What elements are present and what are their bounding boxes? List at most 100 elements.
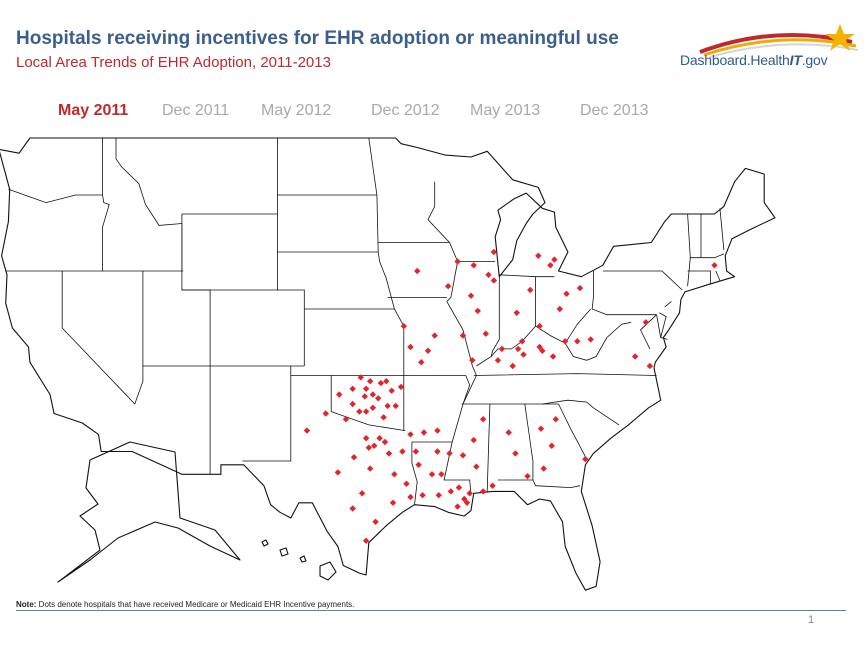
hospital-dot — [383, 378, 390, 385]
hospital-dot — [361, 393, 368, 400]
hospital-dot — [509, 362, 516, 370]
hospital-dot — [642, 319, 650, 326]
hospital-dot — [399, 448, 406, 455]
hawaii-island-2 — [279, 547, 289, 557]
hospital-dot — [552, 416, 559, 423]
hospital-dot — [388, 387, 395, 394]
hospital-dot — [505, 429, 512, 436]
hospital-dot — [540, 465, 547, 472]
hospital-dot — [474, 307, 481, 315]
tab-may-2012[interactable]: May 2012 — [261, 102, 332, 119]
hospital-dot — [362, 435, 370, 442]
hospital-dot — [349, 505, 356, 512]
state-border-line — [134, 271, 144, 405]
state-border-line — [8, 188, 103, 204]
hospital-dot — [470, 436, 477, 444]
state-border-line — [656, 314, 668, 340]
hospital-dot — [561, 338, 569, 345]
hospital-dot — [455, 484, 463, 491]
hospital-dot — [438, 471, 445, 478]
hospital-dot — [376, 435, 383, 442]
hospital-dot — [454, 258, 461, 265]
hospital-dot — [403, 480, 410, 487]
state-border-line — [277, 138, 305, 366]
hospital-dot — [431, 332, 438, 339]
hospital-dot — [369, 404, 377, 411]
state-border-line — [181, 214, 211, 475]
hospital-dot — [467, 292, 475, 299]
hospital-dot — [494, 357, 502, 364]
hospital-dot — [547, 262, 554, 269]
hospital-dot — [407, 343, 414, 351]
hospital-dot — [535, 252, 542, 259]
hospital-dot — [372, 518, 379, 525]
hospital-dot — [400, 322, 407, 330]
hospital-dot — [513, 309, 520, 316]
hospital-dot — [419, 492, 426, 499]
hospital-dot — [461, 495, 468, 503]
hawaii-island-1 — [261, 539, 269, 547]
hospital-dot — [349, 400, 356, 408]
alaska-outline — [57, 441, 241, 583]
page-number: 1 — [808, 614, 815, 626]
hospital-dot — [407, 493, 414, 501]
hospital-dots — [303, 248, 718, 544]
hospital-dot — [466, 490, 473, 497]
hospital-dot — [524, 473, 531, 480]
state-border-line — [602, 270, 683, 291]
hospital-dot — [418, 359, 425, 366]
state-borders — [5, 137, 725, 505]
hospital-dot — [336, 391, 343, 398]
state-border-line — [659, 312, 667, 338]
dashboard-healthit-logo[interactable]: Dashboard.HealthIT.gov — [680, 22, 860, 74]
logo-text: Dashboard.HealthIT.gov — [680, 52, 828, 68]
state-border-line — [499, 274, 555, 278]
state-border-line — [486, 403, 491, 492]
page-subtitle: Local Area Trends of EHR Adoption, 2011-… — [16, 54, 331, 71]
hospital-dot — [549, 353, 557, 360]
tab-dec-2013[interactable]: Dec 2013 — [580, 102, 649, 119]
hospital-dot — [518, 338, 526, 345]
tab-dec-2012[interactable]: Dec 2012 — [371, 102, 440, 119]
hospital-dot — [334, 469, 342, 476]
hospital-dot — [375, 395, 382, 402]
hospital-dot — [482, 330, 490, 337]
hospital-dot — [357, 374, 364, 381]
hospital-dot — [424, 347, 432, 354]
hospital-dot — [322, 410, 329, 417]
tab-may-2013[interactable]: May 2013 — [470, 102, 541, 119]
hospital-dot — [358, 490, 366, 497]
state-border-line — [242, 366, 292, 462]
logo-it: IT — [789, 52, 802, 68]
state-border-line — [403, 375, 471, 405]
hospital-dot — [385, 450, 393, 457]
hawaii-island-4 — [319, 561, 337, 581]
hospital-dot — [711, 262, 718, 269]
state-border-line — [719, 208, 725, 251]
state-border-line — [102, 138, 110, 271]
hospital-dot — [498, 345, 506, 353]
state-border-line — [473, 373, 657, 376]
hospital-dot — [536, 322, 543, 330]
hospital-dot — [479, 488, 487, 495]
hospital-dot — [377, 379, 385, 387]
state-border-line — [368, 137, 405, 431]
state-border-line — [715, 270, 721, 281]
tab-may-2011[interactable]: May 2011 — [58, 102, 129, 119]
hospital-dot — [459, 452, 467, 459]
page-title: Hospitals receiving incentives for EHR a… — [16, 28, 619, 49]
tab-dec-2011[interactable]: Dec 2011 — [162, 102, 230, 119]
hospital-dot — [362, 385, 370, 392]
hospital-dot — [512, 450, 519, 457]
hospital-dot — [463, 499, 471, 506]
us-outline — [0, 137, 776, 591]
state-border-line — [115, 138, 183, 271]
hospital-dot — [342, 416, 350, 423]
state-border-line — [558, 403, 588, 460]
hospital-dot — [537, 425, 545, 432]
state-border-line — [564, 321, 632, 361]
hospital-dot — [435, 492, 442, 499]
hospital-dot — [551, 256, 558, 263]
note-label: Note: — [16, 600, 37, 609]
hospital-dot — [548, 442, 555, 449]
